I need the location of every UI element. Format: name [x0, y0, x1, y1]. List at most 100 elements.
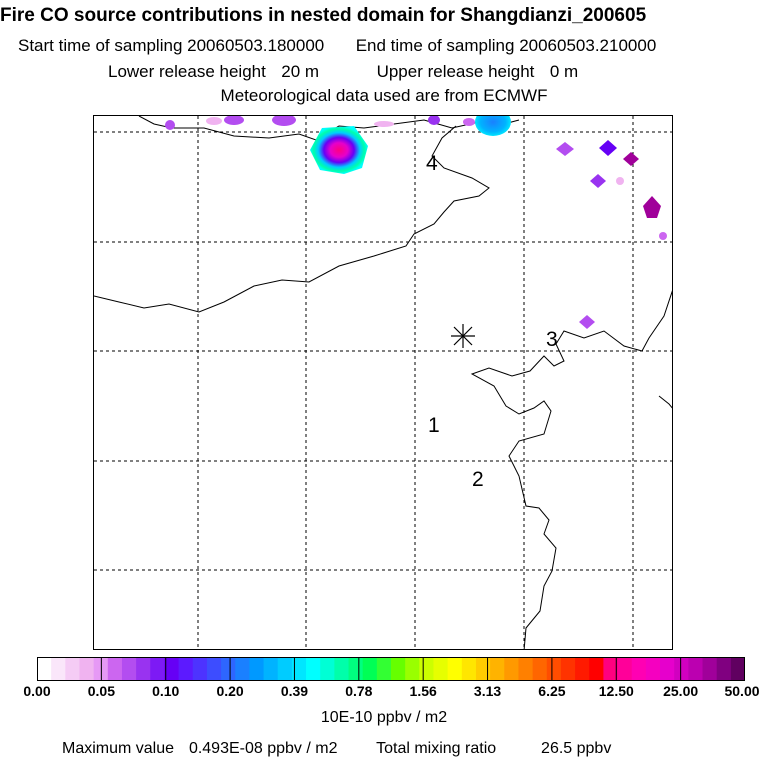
colorbar-cell	[391, 657, 406, 681]
colorbar-cell	[532, 657, 548, 681]
colorbar-cell	[490, 657, 505, 681]
plume-cell	[224, 116, 244, 125]
start-time-value: 20060503.180000	[187, 36, 325, 55]
colorbar-cell	[178, 657, 194, 681]
colorbar-cell	[263, 657, 279, 681]
asterisk-icon	[451, 324, 475, 348]
colorbar-tick-label: 25.00	[663, 683, 699, 699]
colorbar-cell	[433, 657, 449, 681]
colorbar-cell	[504, 657, 520, 681]
colorbar-cells	[37, 657, 745, 681]
colorbar	[37, 657, 745, 681]
grid-lines	[94, 116, 672, 649]
colorbar-cell	[277, 657, 293, 681]
colorbar-cell	[221, 657, 236, 681]
release-heights: Lower release height 20 m Upper release …	[108, 62, 578, 82]
colorbar-tick-label: 1.56	[409, 683, 437, 699]
coastline	[470, 290, 672, 649]
map-label-4: 4	[426, 152, 438, 175]
colorbar-cell	[405, 657, 420, 681]
colorbar-tick-label: 50.00	[724, 683, 760, 699]
colorbar-cell	[575, 657, 590, 681]
max-value: 0.493E-08 ppbv / m2	[188, 740, 338, 757]
colorbar-cell	[461, 657, 477, 681]
colorbar-tick-label: 0.10	[152, 683, 180, 699]
colorbar-tick-label: 0.39	[280, 683, 309, 699]
colorbar-tick-label: 0.00	[23, 683, 51, 699]
plume-cell	[659, 232, 667, 240]
colorbar-cell	[235, 657, 250, 681]
plume-cell	[599, 140, 617, 156]
colorbar-cell	[37, 657, 52, 681]
colorbar-cell	[688, 657, 704, 681]
lower-height-value: 20 m	[281, 62, 320, 81]
colorbar-cell	[192, 657, 208, 681]
met-data-note: Meteorological data used are from ECMWF	[220, 86, 548, 105]
map-canvas: 1 2 3 4	[94, 116, 672, 649]
colorbar-cell	[376, 657, 392, 681]
colorbar-cell	[121, 657, 137, 681]
plume-cell	[206, 117, 222, 125]
colorbar-cell	[631, 657, 647, 681]
plume-cell	[475, 116, 511, 136]
colorbar-cell	[419, 657, 435, 681]
colorbar-tick-label: 3.13	[473, 683, 502, 699]
plume-cell	[374, 121, 394, 127]
colorbar-tick-label: 12.50	[598, 683, 634, 699]
colorbar-cell	[674, 657, 689, 681]
colorbar-tick-label: 6.25	[538, 683, 566, 699]
map-label-2: 2	[472, 468, 484, 491]
colorbar-cell	[348, 657, 364, 681]
colorbar-cell	[645, 657, 661, 681]
colorbar-cell	[617, 657, 633, 681]
plume-hotspot	[310, 126, 368, 174]
plume-cell	[623, 152, 639, 166]
upper-height-value: 0 m	[549, 62, 579, 81]
map-label-1: 1	[428, 414, 440, 437]
sampling-times: Start time of sampling 20060503.180000 E…	[18, 36, 656, 56]
plume-cell	[463, 118, 475, 126]
colorbar-tick-label: 0.05	[87, 683, 115, 699]
colorbar-border	[37, 657, 745, 681]
colorbar-cell	[306, 657, 321, 681]
plume-cell	[616, 177, 624, 185]
border-line-mid	[94, 125, 490, 313]
colorbar-cell	[702, 657, 718, 681]
colorbar-cell	[51, 657, 66, 681]
colorbar-cell	[79, 657, 95, 681]
colorbar-cell	[603, 657, 619, 681]
start-time-label: Start time of sampling	[18, 36, 183, 55]
map-panel: 1 2 3 4	[93, 115, 673, 650]
colorbar-cell	[716, 657, 732, 681]
colorbar-cell	[334, 657, 350, 681]
plume-cell	[643, 196, 661, 218]
colorbar-cell	[560, 657, 576, 681]
plume-cell	[556, 142, 574, 156]
colorbar-cell	[589, 657, 604, 681]
total-mixing-value: 26.5 ppbv	[541, 740, 612, 757]
plume-cell	[579, 315, 595, 329]
plume-cell	[272, 116, 296, 126]
colorbar-cell	[107, 657, 123, 681]
plume-cell	[165, 120, 175, 130]
colorbar-cell	[447, 657, 463, 681]
colorbar-cell	[546, 657, 562, 681]
colorbar-units: 10E-10 ppbv / m2	[320, 709, 448, 726]
concentration-plume	[165, 116, 667, 329]
end-time-value: 20060503.210000	[519, 36, 657, 55]
colorbar-tick-label: 0.20	[216, 683, 244, 699]
plume-cell	[590, 174, 606, 188]
max-value-label: Maximum value	[62, 740, 175, 757]
upper-height-label: Upper release height	[376, 62, 535, 81]
colorbar-dividers	[100, 657, 682, 681]
colorbar-cell	[164, 657, 180, 681]
colorbar-cell	[730, 657, 745, 681]
colorbar-cell	[320, 657, 335, 681]
colorbar-cell	[65, 657, 81, 681]
plume-cell	[428, 116, 440, 125]
coastline-east	[658, 395, 672, 409]
colorbar-cell	[136, 657, 151, 681]
colorbar-tick-label: 0.78	[345, 683, 373, 699]
colorbar-cell	[291, 657, 307, 681]
colorbar-cell	[150, 657, 166, 681]
